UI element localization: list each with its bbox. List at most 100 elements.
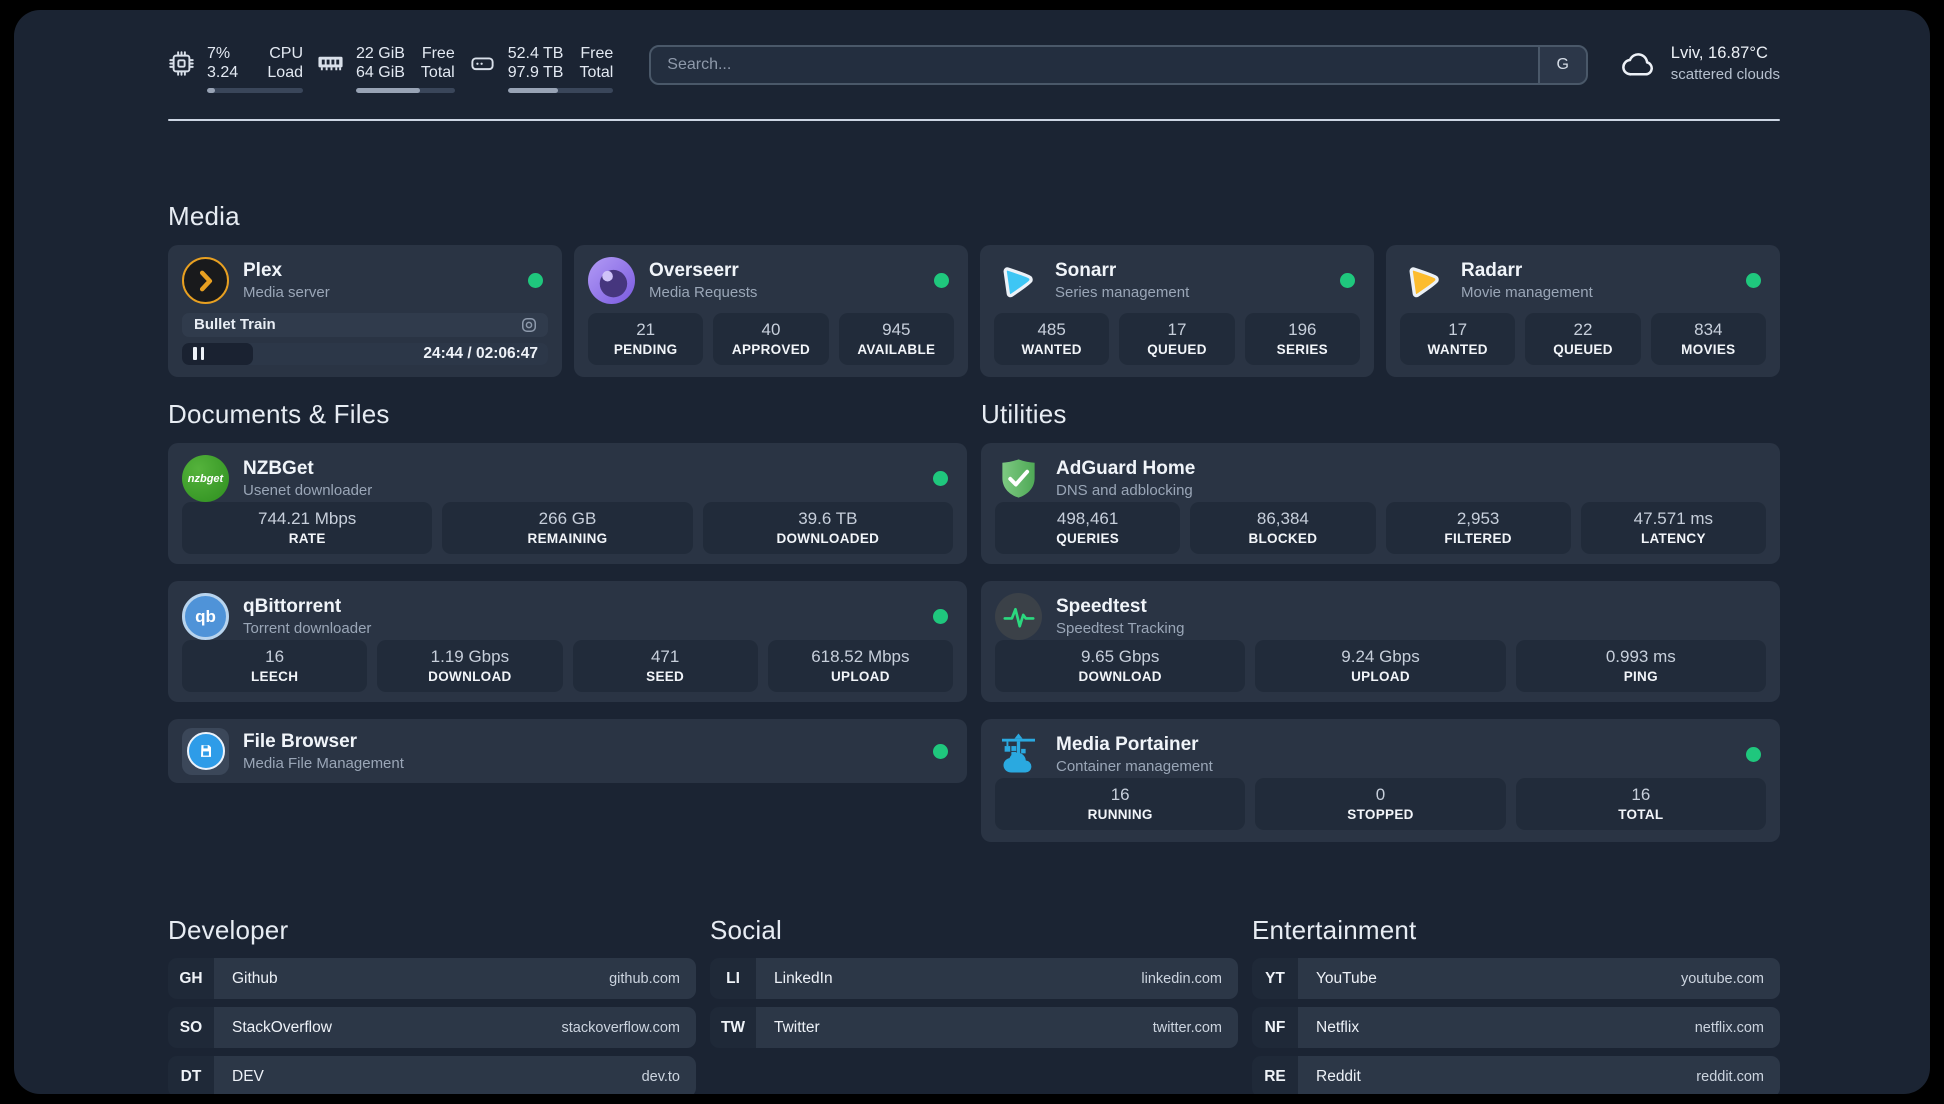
search-bar[interactable]: G (649, 45, 1588, 85)
stat-available: 945 AVAILABLE (838, 313, 954, 365)
playback-progress-bar[interactable]: 24:44 / 02:06:47 (182, 342, 548, 365)
stat-upload: 618.52 Mbps UPLOAD (767, 640, 953, 692)
app-card-plex[interactable]: Plex Media server Bullet Train (168, 245, 562, 377)
nzbget-header: nzbget NZBGet Usenet downloader (182, 455, 953, 502)
memory-total-label: Total (420, 64, 455, 81)
now-playing-title: Bullet Train (194, 316, 276, 334)
pause-icon[interactable] (193, 347, 204, 361)
weather-widget[interactable]: Lviv, 16.87°C scattered clouds (1620, 44, 1780, 83)
link-url: linkedin.com (1141, 970, 1222, 987)
app-card-speedtest[interactable]: Speedtest Speedtest Tracking 9.65 Gbps D… (981, 581, 1780, 702)
section-title-media: Media (168, 201, 240, 231)
now-playing-bar: Bullet Train (182, 313, 548, 337)
overseerr-logo-icon (588, 257, 635, 304)
stat-pending: 21 PENDING (588, 313, 704, 365)
app-title: Speedtest (1056, 596, 1147, 617)
link-netflix[interactable]: NF Netflix netflix.com (1252, 1007, 1780, 1048)
cpu-icon (168, 50, 195, 77)
status-dot (934, 273, 949, 288)
section-title-entertainment: Entertainment (1252, 915, 1417, 945)
disk-icon (469, 50, 496, 77)
disk-progress-fill (507, 88, 559, 93)
app-title: File Browser (243, 730, 358, 752)
search-input[interactable] (651, 47, 1538, 83)
app-card-nzbget[interactable]: nzbget NZBGet Usenet downloader 744.21 M… (168, 443, 967, 564)
app-title: Overseerr (649, 260, 739, 281)
app-card-radarr[interactable]: Radarr Movie management 17 WANTED 22 QUE… (1386, 245, 1780, 377)
app-subtitle: Container management (1056, 758, 1213, 775)
status-dot (1746, 273, 1761, 288)
app-card-overseerr[interactable]: Overseerr Media Requests 21 PENDING 40 A… (574, 245, 968, 377)
app-title: Sonarr (1055, 260, 1117, 281)
status-dot (528, 273, 543, 288)
app-title: NZBGet (243, 458, 314, 479)
stop-icon[interactable] (519, 315, 539, 335)
link-name: StackOverflow (232, 1018, 332, 1036)
links-section: Developer GH Github github.com SO StackO… (168, 915, 1780, 1094)
memory-progress-track (356, 88, 455, 93)
link-reddit[interactable]: RE Reddit reddit.com (1252, 1056, 1780, 1094)
link-twitter[interactable]: TW Twitter twitter.com (710, 1007, 1238, 1048)
link-url: netflix.com (1694, 1019, 1764, 1036)
speedtest-titles: Speedtest Speedtest Tracking (1056, 595, 1766, 638)
memory-free-label: Free (421, 45, 455, 62)
middle-sections: Documents & Files nzbget NZBGet Usenet d… (168, 399, 1780, 859)
link-dev-to[interactable]: DT DEV dev.to (168, 1056, 696, 1094)
app-card-qbittorrent[interactable]: qb qBittorrent Torrent downloader 16 LEE… (168, 581, 967, 702)
app-card-sonarr[interactable]: Sonarr Series management 485 WANTED 17 Q… (980, 245, 1374, 377)
memory-progress-fill (356, 88, 421, 93)
app-subtitle: DNS and adblocking (1056, 482, 1193, 499)
search-engine-label: G (1556, 56, 1569, 73)
app-title: Plex (243, 260, 283, 281)
link-bar: Netflix netflix.com (1298, 1007, 1780, 1048)
stat-download: 1.19 Gbps DOWNLOAD (377, 640, 563, 692)
qbittorrent-header: qb qBittorrent Torrent downloader (182, 593, 953, 640)
stat-upload: 9.24 Gbps UPLOAD (1255, 640, 1506, 692)
link-bar: LinkedIn linkedin.com (756, 958, 1238, 999)
section-title-documents: Documents & Files (168, 399, 390, 429)
speedtest-logo-icon (995, 593, 1042, 640)
media-section: Media Plex Media server (168, 201, 1780, 377)
link-url: stackoverflow.com (561, 1019, 680, 1036)
app-subtitle: Series management (1055, 284, 1190, 301)
stat-total: 16 TOTAL (1515, 778, 1766, 830)
app-title: Media Portainer (1056, 734, 1199, 755)
app-card-portainer[interactable]: Media Portainer Container management 16 … (981, 719, 1780, 842)
stat-blocked: 86,384 BLOCKED (1190, 502, 1376, 554)
media-grid: Plex Media server Bullet Train (168, 245, 1780, 377)
link-stackoverflow[interactable]: SO StackOverflow stackoverflow.com (168, 1007, 696, 1048)
cpu-load-value: 3.24 (207, 64, 239, 81)
app-card-adguard[interactable]: AdGuard Home DNS and adblocking 498,461 … (981, 443, 1780, 564)
link-bar: DEV dev.to (214, 1056, 696, 1094)
cpu-usage-value: 7% (207, 45, 231, 62)
link-youtube[interactable]: YT YouTube youtube.com (1252, 958, 1780, 999)
stat-rate: 744.21 Mbps RATE (182, 502, 433, 554)
plex-header: Plex Media server (182, 257, 548, 304)
app-card-filebrowser[interactable]: File Browser Media File Management (168, 719, 967, 783)
entertainment-links: Entertainment YT YouTube youtube.com NF … (1252, 915, 1780, 1094)
portainer-stats: 16 RUNNING 0 STOPPED 16 TOTAL (995, 778, 1766, 830)
cpu-progress-fill (207, 88, 215, 93)
stat-leech: 16 LEECH (182, 640, 368, 692)
link-bar: StackOverflow stackoverflow.com (214, 1007, 696, 1048)
overseerr-titles: Overseerr Media Requests (649, 259, 920, 302)
disk-total-label: Total (579, 64, 614, 81)
nzbget-logo-icon: nzbget (182, 455, 229, 502)
link-github[interactable]: GH Github github.com (168, 958, 696, 999)
radarr-header: Radarr Movie management (1400, 257, 1766, 304)
app-subtitle: Media File Management (243, 754, 404, 772)
stat-queued: 17 QUEUED (1119, 313, 1235, 365)
link-badge: YT (1252, 958, 1298, 999)
stat-stopped: 0 STOPPED (1255, 778, 1506, 830)
link-bar: Twitter twitter.com (756, 1007, 1238, 1048)
app-title: qBittorrent (243, 596, 342, 617)
nzbget-stats: 744.21 Mbps RATE 266 GB REMAINING 39.6 T… (182, 502, 953, 554)
search-engine-button[interactable]: G (1537, 47, 1586, 83)
link-linkedin[interactable]: LI LinkedIn linkedin.com (710, 958, 1238, 999)
portainer-titles: Media Portainer Container management (1056, 733, 1732, 776)
stat-running: 16 RUNNING (995, 778, 1246, 830)
link-bar: Github github.com (214, 958, 696, 999)
playback-progress-fill (182, 342, 254, 365)
sonarr-logo-icon (994, 257, 1041, 304)
topbar: 7% 3.24 CPU Load (168, 44, 1780, 93)
